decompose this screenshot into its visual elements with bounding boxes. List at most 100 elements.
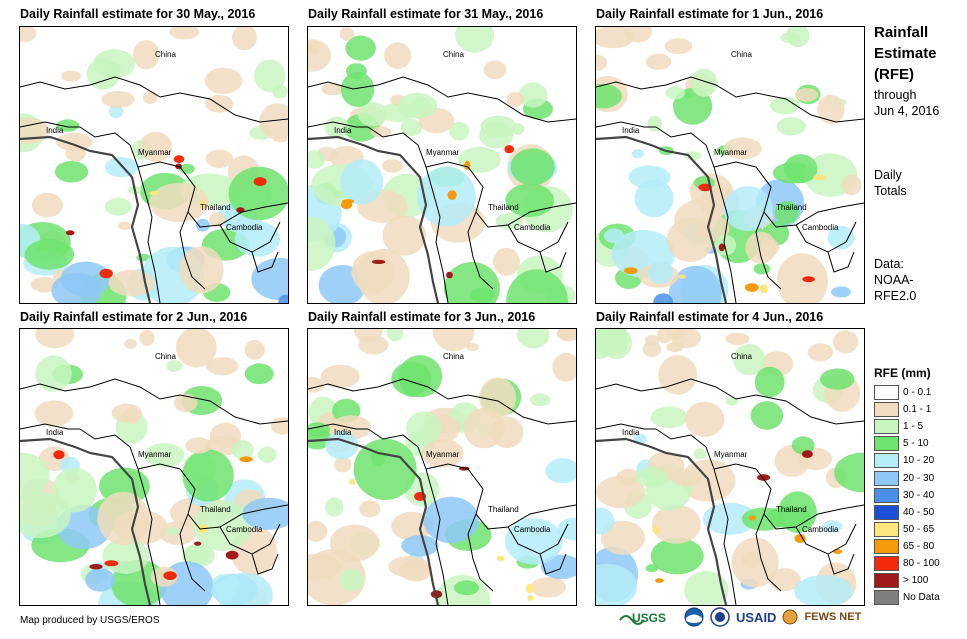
rain-cell [750,401,784,430]
rain-cell [776,253,828,303]
rain-cell [56,132,93,152]
legend-swatch [874,487,899,503]
country-border [425,463,576,530]
legend-label: 0 - 0.1 [903,387,932,399]
rain-cell [745,231,777,264]
rain-cell [754,366,785,398]
rain-cell [770,96,800,115]
rain-cell [325,497,344,517]
rain-cell [651,504,701,544]
country-label-india: India [622,126,640,135]
rain-cell [807,343,834,362]
rain-cell [231,440,254,460]
heavy-rain-cell [655,578,664,583]
rain-cell [455,27,495,53]
legend-item: 0 - 0.1 [874,384,940,401]
rain-cell [631,149,644,159]
rain-cell [479,121,514,149]
country-label-india: India [46,126,64,135]
country-border [467,513,494,592]
rain-cell [308,40,320,56]
legend-item: 10 - 20 [874,452,940,469]
country-label-china: China [443,352,464,361]
rain-cell [650,537,704,575]
fewsnet-icon [782,609,798,625]
country-label-cambodia: Cambodia [802,223,839,232]
heavy-rain-cell [832,549,843,554]
rain-cell [733,344,766,376]
heavy-rain-cell [813,174,827,181]
rain-cell [97,491,150,545]
legend: RFE (mm) 0 - 0.1 0.1 - 1 1 - 5 5 - 10 10 - 2… [874,366,940,606]
heavy-rain-cell [759,284,769,294]
rain-cell [51,272,102,303]
legend-label: No Data [903,592,940,604]
rain-cell [483,60,507,80]
rain-cell [20,27,37,43]
through-date: Jun 4, 2016 [874,104,940,118]
rain-cell [144,443,185,468]
country-border [596,76,864,123]
rain-cell [384,42,412,69]
heavy-rain-cell [504,145,514,154]
usaid-logo-text: USAID [736,609,777,625]
legend-item: No Data [874,589,940,606]
rain-cell [345,35,376,61]
rain-cell [725,396,738,406]
rain-cell [175,329,217,368]
rain-cell [339,568,364,592]
country-label-myanmar: Myanmar [138,148,172,157]
rain-cell [308,216,336,272]
country-label-cambodia: Cambodia [226,525,263,534]
panel-title-1: Daily Rainfall estimate for 30 May., 201… [20,7,256,21]
legend-swatch [874,521,899,537]
legend-item: 5 - 10 [874,435,940,452]
rain-cell [20,452,50,499]
rain-cell [417,166,476,227]
heavy-rain-cell [104,560,119,567]
legend-item: 65 - 80 [874,538,940,555]
rain-cell [647,261,674,284]
heavy-rain-cell [239,456,253,463]
heavy-rain-cell [446,271,453,279]
rain-cell [173,393,198,412]
country-border [539,251,567,273]
country-label-china: China [155,352,176,361]
rain-cell [596,83,622,109]
country-border [251,553,279,575]
legend-label: 5 - 10 [903,438,929,450]
heavy-rain-cell [371,259,386,264]
country-border [367,126,449,303]
heavy-rain-cell [253,177,267,186]
daily-text: Daily [874,168,902,182]
rain-cell [381,159,403,173]
rain-cell [794,575,853,605]
rain-cell [596,507,615,535]
heavy-rain-cell [53,450,65,460]
legend-swatch [874,402,899,418]
rain-cell [479,377,517,419]
legend-swatch [874,470,899,486]
heavy-rain-cell [89,564,103,570]
rain-cell [321,83,344,96]
country-label-india: India [334,428,352,437]
rain-cell [357,101,388,127]
rainfall-raster [20,329,288,605]
rain-cell [35,329,75,349]
country-border [827,251,855,273]
country-label-thailand: Thailand [488,505,519,514]
legend-swatch [874,453,899,469]
heavy-rain-cell [698,183,712,192]
rain-cell [166,527,179,536]
country-border [20,76,288,123]
rain-cell [511,123,525,135]
heavy-rain-cell [194,541,202,546]
rain-cell [774,200,799,224]
rain-cell [166,360,183,372]
legend-swatch [874,555,899,571]
legend-item: 0.1 - 1 [874,401,940,418]
rain-cell [552,352,576,382]
rain-cell [783,154,818,184]
rain-cell [182,449,234,502]
rain-cell [723,137,762,160]
